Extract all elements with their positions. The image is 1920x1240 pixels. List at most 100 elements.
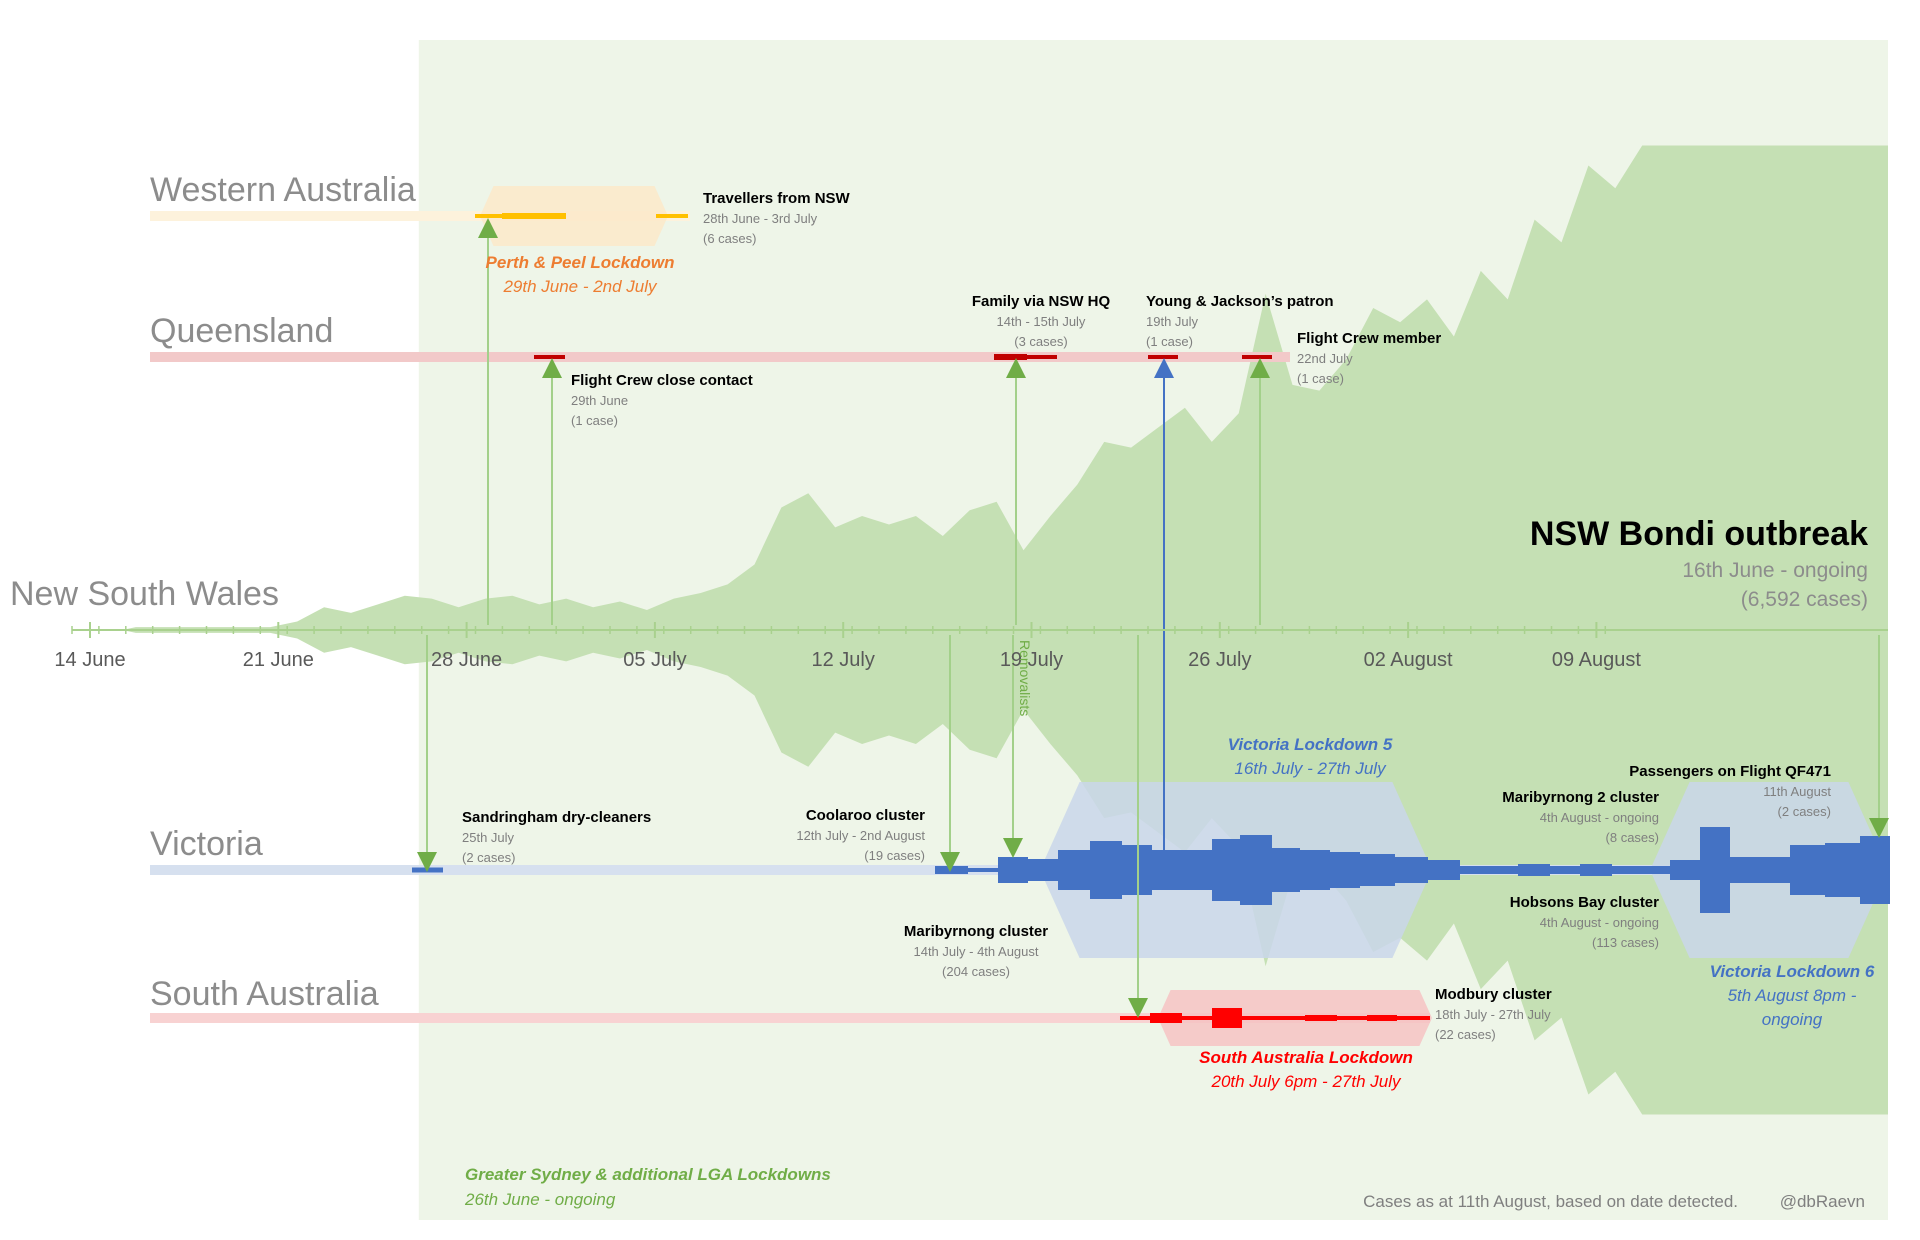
annotation-vic-coolaroo: Coolaroo cluster 12th July - 2nd August …: [796, 807, 925, 863]
vic-lockdown6-title: Victoria Lockdown 6: [1710, 962, 1875, 981]
vic-bar: [1028, 859, 1058, 881]
qld-bar: [994, 354, 1027, 360]
sa-lockdown-dates: 20th July 6pm - 27th July: [1211, 1072, 1402, 1091]
vic-bar: [1640, 866, 1670, 874]
svg-text:12th July - 2nd August: 12th July - 2nd August: [796, 828, 925, 843]
x-axis-tick-label: 28 June: [431, 649, 502, 671]
vic-bar: [1300, 850, 1330, 890]
wa-lockdown-title: Perth & Peel Lockdown: [486, 253, 675, 272]
svg-text:Young & Jackson’s patron: Young & Jackson’s patron: [1146, 293, 1334, 310]
lane-sa: [150, 1013, 1430, 1023]
cluster-bars: [412, 213, 1890, 1028]
svg-text:4th August - ongoing: 4th August - ongoing: [1540, 810, 1659, 825]
x-axis-tick-label: 09 August: [1552, 649, 1641, 671]
svg-text:4th August - ongoing: 4th August - ongoing: [1540, 915, 1659, 930]
footer-note: Cases as at 11th August, based on date d…: [1363, 1192, 1738, 1211]
nsw-lockdown-dates: 26th June - ongoing: [464, 1190, 616, 1209]
vic-bar: [1272, 848, 1300, 892]
vic-lockdown5-dates: 16th July - 27th July: [1234, 759, 1387, 778]
state-label-qld: Queensland: [150, 312, 333, 350]
vic-bar: [1790, 845, 1825, 895]
annotation-qld-family: Family via NSW HQ 14th - 15th July (3 ca…: [972, 293, 1111, 349]
qld-bar: [1242, 355, 1272, 359]
svg-text:14th July - 4th August: 14th July - 4th August: [913, 944, 1038, 959]
annotation-sa-modbury: Modbury cluster 18th July - 27th July (2…: [1435, 986, 1552, 1042]
vic-bar: [1428, 860, 1460, 880]
vic-bar: [998, 857, 1028, 883]
lockdown-boxes: [480, 186, 1888, 1046]
annotation-vic-maribyrnong: Maribyrnong cluster 14th July - 4th Augu…: [904, 923, 1048, 979]
lane-qld: [150, 352, 1290, 362]
svg-text:Sandringham dry-cleaners: Sandringham dry-cleaners: [462, 809, 651, 826]
vic-bar: [1825, 843, 1860, 897]
removalists-label: Removalists: [1017, 640, 1033, 716]
svg-text:Passengers on Flight QF471: Passengers on Flight QF471: [1629, 763, 1831, 780]
svg-text:Hobsons Bay cluster: Hobsons Bay cluster: [1510, 894, 1659, 911]
state-label-nsw: New South Wales: [10, 575, 279, 613]
sa-lockdown-title: South Australia Lockdown: [1199, 1048, 1413, 1067]
sa-bar: [1212, 1008, 1242, 1028]
svg-text:Flight Crew close contact: Flight Crew close contact: [571, 372, 753, 389]
vic-bar: [1760, 857, 1790, 883]
x-axis-tick-label: 19 July: [1000, 649, 1063, 671]
x-axis: 14 June 21 June 28 June 05 July 12 July 19 Ju…: [54, 622, 1888, 671]
svg-text:Coolaroo cluster: Coolaroo cluster: [806, 807, 925, 824]
vic-bar: [1550, 866, 1580, 874]
svg-text:(2 cases): (2 cases): [462, 850, 515, 865]
svg-text:(204 cases): (204 cases): [942, 964, 1010, 979]
vic-lockdown5-title: Victoria Lockdown 5: [1228, 735, 1393, 754]
vic-bar: [1700, 827, 1730, 913]
vic-bar: [1490, 866, 1518, 874]
svg-text:Maribyrnong cluster: Maribyrnong cluster: [904, 923, 1048, 940]
vic-lockdown6-dates: 5th August 8pm -: [1728, 986, 1857, 1005]
vic-lockdown6-dates-cont: ongoing: [1762, 1010, 1823, 1029]
sa-bar: [1150, 1013, 1182, 1023]
svg-text:Family via NSW HQ: Family via NSW HQ: [972, 293, 1111, 310]
footer-credit: @dbRaevn: [1780, 1192, 1865, 1211]
svg-text:Travellers from NSW: Travellers from NSW: [703, 190, 851, 207]
x-axis-tick-label: 05 July: [623, 649, 686, 671]
vic-bar: [1058, 850, 1090, 890]
svg-text:29th June: 29th June: [571, 393, 628, 408]
annotation-vic-hobsons-bay: Hobsons Bay cluster 4th August - ongoing…: [1510, 894, 1659, 950]
svg-text:25th July: 25th July: [462, 830, 515, 845]
svg-text:18th July - 27th July: 18th July - 27th July: [1435, 1007, 1551, 1022]
vic-bar: [1730, 857, 1760, 883]
annotation-wa-travellers: Travellers from NSW 28th June - 3rd July…: [703, 190, 851, 246]
nsw-lockdown-title: Greater Sydney & additional LGA Lockdown…: [465, 1165, 831, 1184]
chart-title: NSW Bondi outbreak: [1530, 515, 1868, 553]
sa-bar: [1305, 1015, 1337, 1021]
annotation-qld-flight-crew-contact: Flight Crew close contact 29th June (1 c…: [571, 372, 753, 428]
transmission-arrows: [417, 218, 1889, 1018]
state-label-vic: Victoria: [150, 825, 263, 863]
vic-bar: [968, 868, 998, 872]
x-axis-tick-label: 02 August: [1364, 649, 1453, 671]
x-axis-tick-label: 26 July: [1188, 649, 1251, 671]
vic-bar: [1580, 864, 1612, 876]
vic-bar: [1330, 852, 1360, 888]
svg-text:(113 cases): (113 cases): [1592, 935, 1659, 950]
annotation-vic-maribyrnong-2: Maribyrnong 2 cluster 4th August - ongoi…: [1502, 789, 1659, 845]
svg-text:(1 case): (1 case): [571, 413, 618, 428]
svg-text:(2 cases): (2 cases): [1778, 804, 1831, 819]
state-label-sa: South Australia: [150, 975, 379, 1013]
annotation-qld-young-jackson: Young & Jackson’s patron 19th July (1 ca…: [1146, 293, 1334, 349]
svg-text:19th July: 19th July: [1146, 314, 1199, 329]
vic-bar: [1518, 864, 1550, 876]
vic-bar: [1395, 857, 1428, 883]
svg-text:28th June - 3rd July: 28th June - 3rd July: [703, 211, 818, 226]
svg-text:(19 cases): (19 cases): [864, 848, 925, 863]
x-axis-tick-label: 14 June: [54, 649, 125, 671]
svg-text:11th August: 11th August: [1763, 784, 1831, 799]
lane-wa: [150, 211, 690, 221]
vic-bar: [1360, 854, 1395, 886]
svg-text:Modbury cluster: Modbury cluster: [1435, 986, 1552, 1003]
vic-bar: [1240, 835, 1272, 905]
chart-subtitle-dates: 16th June - ongoing: [1682, 559, 1868, 582]
svg-text:Maribyrnong 2 cluster: Maribyrnong 2 cluster: [1502, 789, 1659, 806]
vic-bar: [1212, 839, 1240, 901]
qld-bar: [534, 355, 565, 359]
svg-text:(22 cases): (22 cases): [1435, 1027, 1496, 1042]
sa-bar: [1367, 1015, 1397, 1021]
